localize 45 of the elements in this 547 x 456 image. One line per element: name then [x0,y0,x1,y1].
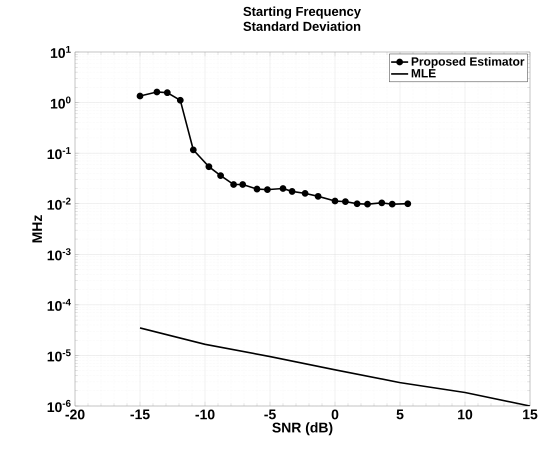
y-tick-label: 10$^{-5}$ [48,349,71,362]
legend-label: Proposed Estimator [412,56,524,68]
point [254,186,260,192]
point [136,92,144,100]
point [302,190,308,197]
y-tick-label: 10$^{-1}$ [48,147,71,160]
point [354,200,360,208]
point [230,181,237,188]
point [332,198,338,204]
point [164,89,171,96]
x-tick-label: 5 [396,410,404,420]
x-tick-label: -20 [65,410,85,420]
point [190,146,197,154]
chart-subtitle: Standard Deviation [243,21,360,31]
x-tick-label: -10 [195,410,215,420]
y-tick-label: 10$^{-3}$ [48,248,71,260]
y-tick-label: 10$^{0}$ [50,96,71,109]
point [404,200,412,208]
x-tick-label: 10 [458,410,472,420]
point [264,186,271,194]
point [239,181,246,188]
point [206,163,212,170]
point [154,88,160,96]
point [378,199,386,206]
x-axis-title: SNR (dB) [272,422,332,436]
point [176,96,184,104]
x-tick-label: -15 [130,410,150,420]
point [342,198,349,206]
line-series [139,327,530,406]
y-tick-label: 10$^{-6}$ [48,400,71,412]
legend-label: MLE [412,69,436,78]
y-tick-label: 10$^{-4}$ [48,298,71,311]
chart-title: Starting Frequency [243,6,361,19]
point [280,185,286,192]
x-tick-label: 0 [332,410,338,420]
point [217,172,224,179]
point [314,192,322,200]
x-tick-label: -5 [264,410,276,420]
y-axis-title: MHz [32,215,42,242]
y-tick-label: 10$^{-2}$ [48,198,71,210]
point [364,200,371,208]
point [288,188,296,195]
y-tick-label: 10$^{1}$ [50,46,71,58]
point [388,200,396,208]
x-tick-label: 15 [523,410,538,420]
